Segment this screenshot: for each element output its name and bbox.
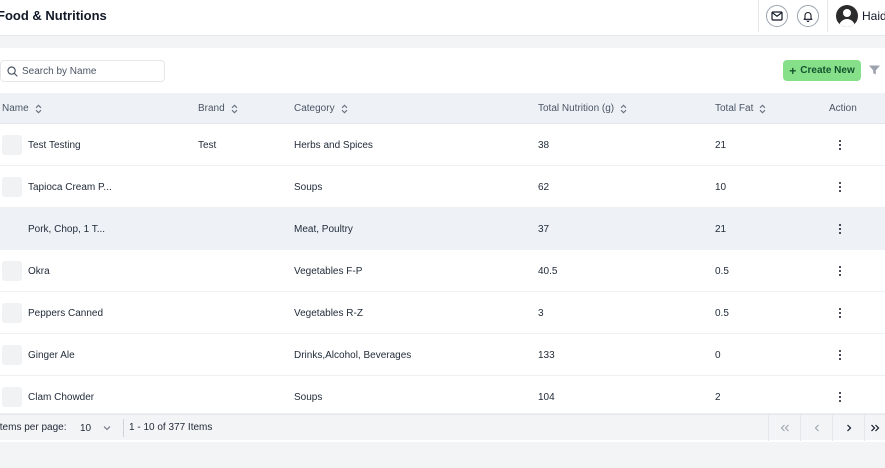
top-bar: Food & Nutritions Haid <box>0 0 885 36</box>
more-vertical-icon[interactable] <box>836 390 844 404</box>
plus-icon: + <box>789 63 797 78</box>
search-icon <box>7 65 18 77</box>
divider <box>123 419 124 437</box>
cell-total-nutrition: 37 <box>538 223 550 235</box>
food-thumbnail <box>2 303 22 323</box>
cell-category: Herbs and Spices <box>294 139 373 151</box>
more-vertical-icon[interactable] <box>836 222 844 236</box>
create-new-label: Create New <box>800 65 855 76</box>
chevrons-left-icon <box>780 424 789 432</box>
cell-total-nutrition: 62 <box>538 181 550 193</box>
food-thumbnail <box>2 387 22 407</box>
notifications-button[interactable] <box>797 5 819 27</box>
items-per-page-select[interactable]: 10 <box>80 419 120 437</box>
chevrons-right-icon <box>871 424 880 432</box>
sort-icon[interactable] <box>231 104 238 114</box>
sort-icon[interactable] <box>35 104 42 114</box>
cell-total-fat: 21 <box>715 139 727 151</box>
cell-total-fat: 0.5 <box>715 265 729 277</box>
divider <box>758 0 759 32</box>
previous-page-button[interactable] <box>800 415 832 441</box>
user-avatar[interactable] <box>836 5 858 27</box>
food-thumbnail <box>2 345 22 365</box>
food-thumbnail <box>2 177 22 197</box>
search-box[interactable] <box>0 60 165 82</box>
cell-total-nutrition: 40.5 <box>538 265 558 277</box>
cell-category: Soups <box>294 181 323 193</box>
food-thumbnail <box>2 261 22 281</box>
sort-icon[interactable] <box>341 104 348 114</box>
cell-name[interactable]: Okra <box>28 265 50 277</box>
more-vertical-icon[interactable] <box>836 348 844 362</box>
sort-icon[interactable] <box>620 104 627 114</box>
next-page-button[interactable] <box>832 415 864 441</box>
create-new-button[interactable]: + Create New <box>783 60 861 81</box>
cell-name[interactable]: Ginger Ale <box>28 349 75 361</box>
chevron-left-icon <box>814 424 819 432</box>
cell-name[interactable]: Test Testing <box>28 139 81 151</box>
table-row[interactable]: Clam Chowder Soups 104 2 <box>0 376 885 414</box>
pagination-range: 1 - 10 of 377 Items <box>129 422 213 433</box>
sort-icon[interactable] <box>759 104 766 114</box>
table-row[interactable]: Test Testing Test Herbs and Spices 38 21 <box>0 124 885 166</box>
page-title: Food & Nutritions <box>0 8 107 23</box>
more-vertical-icon[interactable] <box>836 306 844 320</box>
cell-name[interactable]: Pork, Chop, 1 T... <box>28 223 106 235</box>
table-row[interactable]: Okra Vegetables F-P 40.5 0.5 <box>0 250 885 292</box>
cell-total-fat: 10 <box>715 181 727 193</box>
table-row[interactable]: Ginger Ale Drinks,Alcohol, Beverages 133… <box>0 334 885 376</box>
chevron-down-icon <box>103 426 111 431</box>
last-page-button[interactable] <box>864 415 885 441</box>
cell-name[interactable]: Peppers Canned <box>28 307 104 319</box>
column-header-total-nutrition[interactable]: Total Nutrition (g) <box>538 93 627 124</box>
cell-total-fat: 0 <box>715 349 721 361</box>
bell-icon <box>803 12 813 22</box>
table-header: Name Brand Category Total Nutrition (g) … <box>0 93 885 124</box>
cell-total-nutrition: 133 <box>538 349 555 361</box>
more-vertical-icon[interactable] <box>836 264 844 278</box>
cell-total-fat: 0.5 <box>715 307 729 319</box>
column-header-action: Action <box>829 103 857 114</box>
chevron-right-icon <box>846 424 851 432</box>
more-vertical-icon[interactable] <box>836 180 844 194</box>
mail-icon <box>771 11 783 21</box>
table-row[interactable]: Tapioca Cream P... Soups 62 10 <box>0 166 885 208</box>
filter-button[interactable] <box>868 63 881 81</box>
divider <box>827 0 828 32</box>
first-page-button[interactable] <box>768 415 800 441</box>
cell-category: Meat, Poultry <box>294 223 353 235</box>
cell-total-nutrition: 104 <box>538 391 555 403</box>
pagination-bar: Items per page: 10 1 - 10 of 377 Items <box>0 414 885 441</box>
cell-category: Vegetables F-P <box>294 265 363 277</box>
items-per-page-label: Items per page: <box>0 422 67 433</box>
mail-button[interactable] <box>766 5 788 27</box>
cell-total-fat: 2 <box>715 391 721 403</box>
more-vertical-icon[interactable] <box>836 138 844 152</box>
column-header-total-fat[interactable]: Total Fat <box>715 93 766 124</box>
food-table-card: + Create New Name Brand Category Total N… <box>0 48 885 442</box>
column-header-name[interactable]: Name <box>2 93 42 124</box>
cell-category: Soups <box>294 391 323 403</box>
user-name[interactable]: Haid <box>862 9 885 23</box>
cell-category: Drinks,Alcohol, Beverages <box>294 349 412 361</box>
column-header-category[interactable]: Category <box>294 93 348 124</box>
column-header-brand[interactable]: Brand <box>198 93 238 124</box>
table-row[interactable]: Peppers Canned Vegetables R-Z 3 0.5 <box>0 292 885 334</box>
food-thumbnail <box>2 135 22 155</box>
cell-category: Vegetables R-Z <box>294 307 363 319</box>
search-input[interactable] <box>22 65 152 77</box>
top-actions: Haid <box>758 0 885 32</box>
cell-brand: Test <box>198 139 217 151</box>
items-per-page-value: 10 <box>80 422 92 434</box>
cell-total-fat: 21 <box>715 223 727 235</box>
cell-total-nutrition: 3 <box>538 307 544 319</box>
cell-name[interactable]: Clam Chowder <box>28 391 95 403</box>
filter-icon <box>869 65 880 75</box>
cell-name[interactable]: Tapioca Cream P... <box>28 181 112 193</box>
cell-total-nutrition: 38 <box>538 139 550 151</box>
table-row[interactable]: Pork, Chop, 1 T... Meat, Poultry 37 21 <box>0 208 885 250</box>
